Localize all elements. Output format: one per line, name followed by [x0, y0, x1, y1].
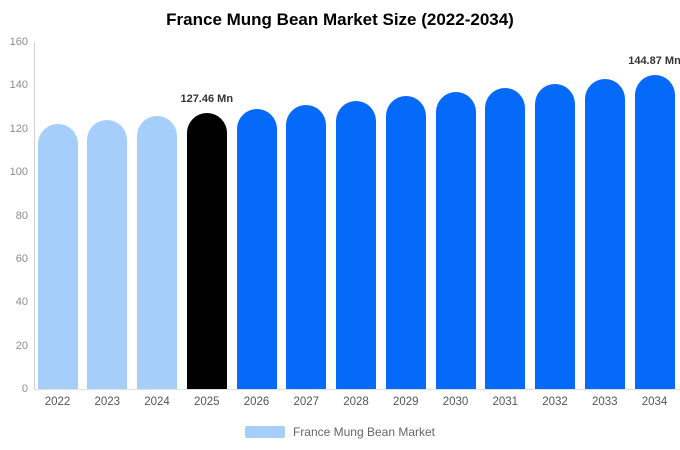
y-axis-line	[34, 42, 35, 389]
x-axis-label-2034: 2034	[641, 396, 668, 408]
bar-2026[interactable]	[236, 108, 277, 389]
y-tick-label-20: 20	[15, 339, 28, 352]
legend-label[interactable]: France Mung Bean Market	[292, 425, 436, 439]
bar-2032[interactable]	[535, 83, 575, 389]
bar-2031[interactable]	[485, 87, 526, 389]
legend: France Mung Bean Market	[0, 425, 680, 439]
x-axis-label-2023: 2023	[94, 396, 121, 408]
bar-2034[interactable]	[634, 74, 675, 389]
x-axis-label-2027: 2027	[293, 396, 320, 408]
x-axis-label-2031: 2031	[492, 396, 519, 408]
y-tick-label-40: 40	[15, 296, 28, 309]
bar-2030[interactable]	[435, 92, 476, 389]
bar-2025[interactable]	[186, 112, 227, 389]
x-axis-label-2022: 2022	[44, 396, 71, 408]
y-tick-label-100: 100	[9, 166, 28, 179]
legend-swatch-icon[interactable]	[244, 426, 285, 438]
bar-2027[interactable]	[286, 104, 327, 389]
bar-2029[interactable]	[385, 96, 426, 389]
x-axis-label-2025: 2025	[193, 396, 220, 408]
value-label-2025: 127.46 Mn	[180, 92, 234, 105]
value-label-2034: 144.87 Mn	[628, 54, 680, 67]
y-tick-label-60: 60	[15, 252, 28, 265]
x-axis-label-2029: 2029	[392, 396, 419, 408]
bar-2022[interactable]	[37, 124, 78, 389]
x-axis-line	[34, 389, 680, 390]
y-tick-label-80: 80	[15, 209, 28, 222]
bar-2023[interactable]	[87, 120, 128, 389]
y-tick-label-120: 120	[9, 122, 28, 135]
x-axis-label-2026: 2026	[243, 396, 270, 408]
bar-2033[interactable]	[584, 79, 625, 389]
y-tick-label-140: 140	[9, 79, 28, 92]
chart-title: France Mung Bean Market Size (2022-2034)	[166, 10, 514, 29]
bar-2024[interactable]	[137, 116, 177, 389]
y-tick-label-160: 160	[9, 36, 28, 48]
x-axis-label-2032: 2032	[542, 396, 568, 408]
x-axis-label-2024: 2024	[144, 396, 170, 408]
x-axis-label-2033: 2033	[591, 396, 618, 408]
y-tick-label-0: 0	[21, 383, 28, 395]
bar-2028[interactable]	[336, 100, 376, 389]
x-axis-label-2028: 2028	[343, 396, 369, 408]
x-axis-label-2030: 2030	[442, 396, 469, 408]
